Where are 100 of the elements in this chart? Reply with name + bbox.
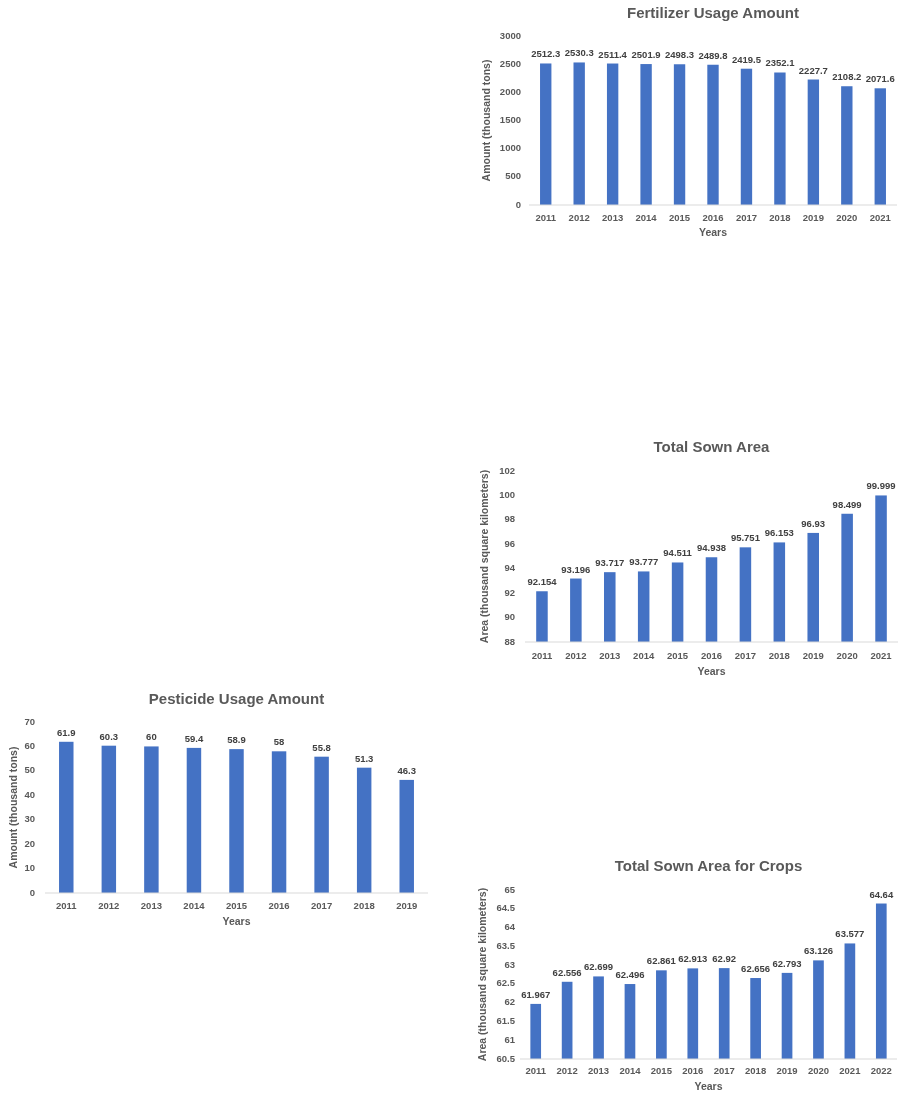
y-tick-label: 20 [24, 837, 35, 849]
x-tick-label: 2020 [836, 211, 858, 223]
bar [707, 64, 719, 205]
data-label: 98.499 [832, 498, 862, 510]
data-label: 2511.4 [598, 48, 628, 60]
x-tick-label: 2018 [769, 211, 791, 223]
x-axis-title: Years [222, 914, 251, 927]
x-tick-label: 2011 [531, 649, 553, 661]
y-tick-label: 2500 [499, 57, 521, 69]
x-tick-label: 2021 [839, 1064, 862, 1076]
x-tick-label: 2017 [735, 211, 758, 223]
bar [774, 72, 786, 205]
y-tick-label: 64.5 [496, 902, 516, 914]
data-label: 63.126 [803, 945, 833, 957]
x-axis-title: Years [698, 225, 728, 238]
x-tick-label: 2014 [633, 649, 655, 661]
x-tick-label: 2017 [734, 649, 756, 661]
x-tick-label: 2012 [556, 1064, 578, 1076]
bar [399, 779, 414, 893]
y-tick-label: 40 [24, 788, 35, 800]
y-axis-title: Area (thousand square kilometers) [477, 469, 490, 644]
y-tick-label: 60.5 [496, 1052, 516, 1064]
y-tick-label: 92 [504, 586, 515, 598]
x-tick-label: 2017 [713, 1064, 735, 1076]
data-label: 63.577 [835, 928, 865, 940]
bar [186, 747, 202, 893]
y-axis-title: Amount (thousand tons) [6, 746, 19, 869]
x-tick-label: 2017 [311, 899, 333, 911]
data-label: 59.4 [184, 732, 204, 744]
data-label: 99.999 [866, 480, 896, 492]
x-tick-label: 2020 [836, 649, 858, 661]
y-tick-label: 62 [504, 996, 515, 1008]
data-label: 64.64 [869, 888, 894, 900]
data-label: 2498.3 [665, 49, 695, 61]
y-tick-label: 64 [504, 921, 516, 933]
x-tick-label: 2016 [700, 649, 723, 661]
bar [144, 746, 159, 893]
x-tick-label: 2015 [667, 649, 689, 661]
x-tick-label: 2011 [55, 899, 78, 911]
y-axis-title: Area (thousand square kilometers) [475, 887, 488, 1062]
x-tick-label: 2018 [353, 899, 375, 911]
y-tick-label: 61.5 [496, 1014, 516, 1026]
data-label: 93.196 [561, 563, 591, 575]
x-tick-label: 2012 [568, 211, 590, 223]
bar [59, 741, 74, 893]
data-label: 96.93 [801, 517, 826, 529]
y-tick-label: 3000 [499, 29, 521, 41]
bar [356, 767, 372, 893]
x-tick-label: 2018 [768, 649, 790, 661]
chart-title: Fertilizer Usage Amount [627, 3, 799, 21]
x-tick-label: 2022 [870, 1064, 892, 1076]
data-label: 92.154 [527, 576, 558, 588]
x-tick-label: 2015 [650, 1064, 673, 1076]
bar [314, 756, 329, 893]
bar [229, 749, 244, 893]
data-label: 93.777 [629, 556, 659, 568]
y-tick-label: 60 [24, 739, 35, 751]
y-tick-label: 96 [504, 537, 515, 549]
y-tick-label: 65 [504, 883, 516, 895]
chart-title: Total Sown Area for Crops [614, 856, 803, 874]
chart-title: Total Sown Area [653, 437, 771, 455]
x-tick-label: 2012 [565, 649, 587, 661]
y-tick-label: 2000 [499, 85, 521, 97]
y-tick-label: 61 [504, 1033, 516, 1045]
x-tick-label: 2013 [599, 649, 621, 661]
data-label: 61.967 [521, 988, 551, 1000]
y-tick-label: 0 [29, 886, 35, 898]
data-label: 60.3 [99, 730, 119, 742]
data-label: 2512.3 [531, 48, 561, 60]
data-label: 2108.2 [832, 71, 862, 83]
x-tick-label: 2011 [535, 211, 557, 223]
y-tick-label: 10 [24, 862, 35, 874]
bar [640, 64, 652, 205]
y-tick-label: 102 [499, 464, 515, 476]
x-tick-label: 2016 [682, 1064, 704, 1076]
data-label: 60 [146, 731, 157, 743]
data-label: 62.496 [615, 969, 645, 981]
x-tick-label: 2013 [587, 1064, 610, 1076]
data-label: 58.9 [227, 734, 246, 746]
bar [673, 64, 686, 205]
x-tick-label: 2020 [807, 1064, 830, 1076]
chart-title: Pesticide Usage Amount [148, 689, 325, 707]
data-label: 62.793 [772, 957, 802, 969]
x-tick-label: 2019 [776, 1064, 798, 1076]
y-tick-label: 1500 [499, 114, 521, 126]
bar [271, 751, 287, 893]
data-label: 51.3 [354, 752, 374, 764]
x-axis-title: Years [694, 1079, 723, 1092]
x-tick-label: 2019 [396, 899, 418, 911]
data-label: 94.938 [696, 542, 727, 554]
x-tick-label: 2011 [525, 1064, 547, 1076]
x-tick-label: 2019 [802, 649, 824, 661]
x-tick-label: 2019 [802, 211, 824, 223]
y-tick-label: 1000 [499, 142, 521, 154]
y-tick-label: 30 [24, 813, 35, 825]
x-tick-label: 2015 [225, 899, 248, 911]
x-tick-label: 2013 [140, 899, 162, 911]
bar [573, 62, 585, 205]
data-label: 55.8 [312, 741, 331, 753]
data-label: 2419.5 [731, 53, 762, 65]
